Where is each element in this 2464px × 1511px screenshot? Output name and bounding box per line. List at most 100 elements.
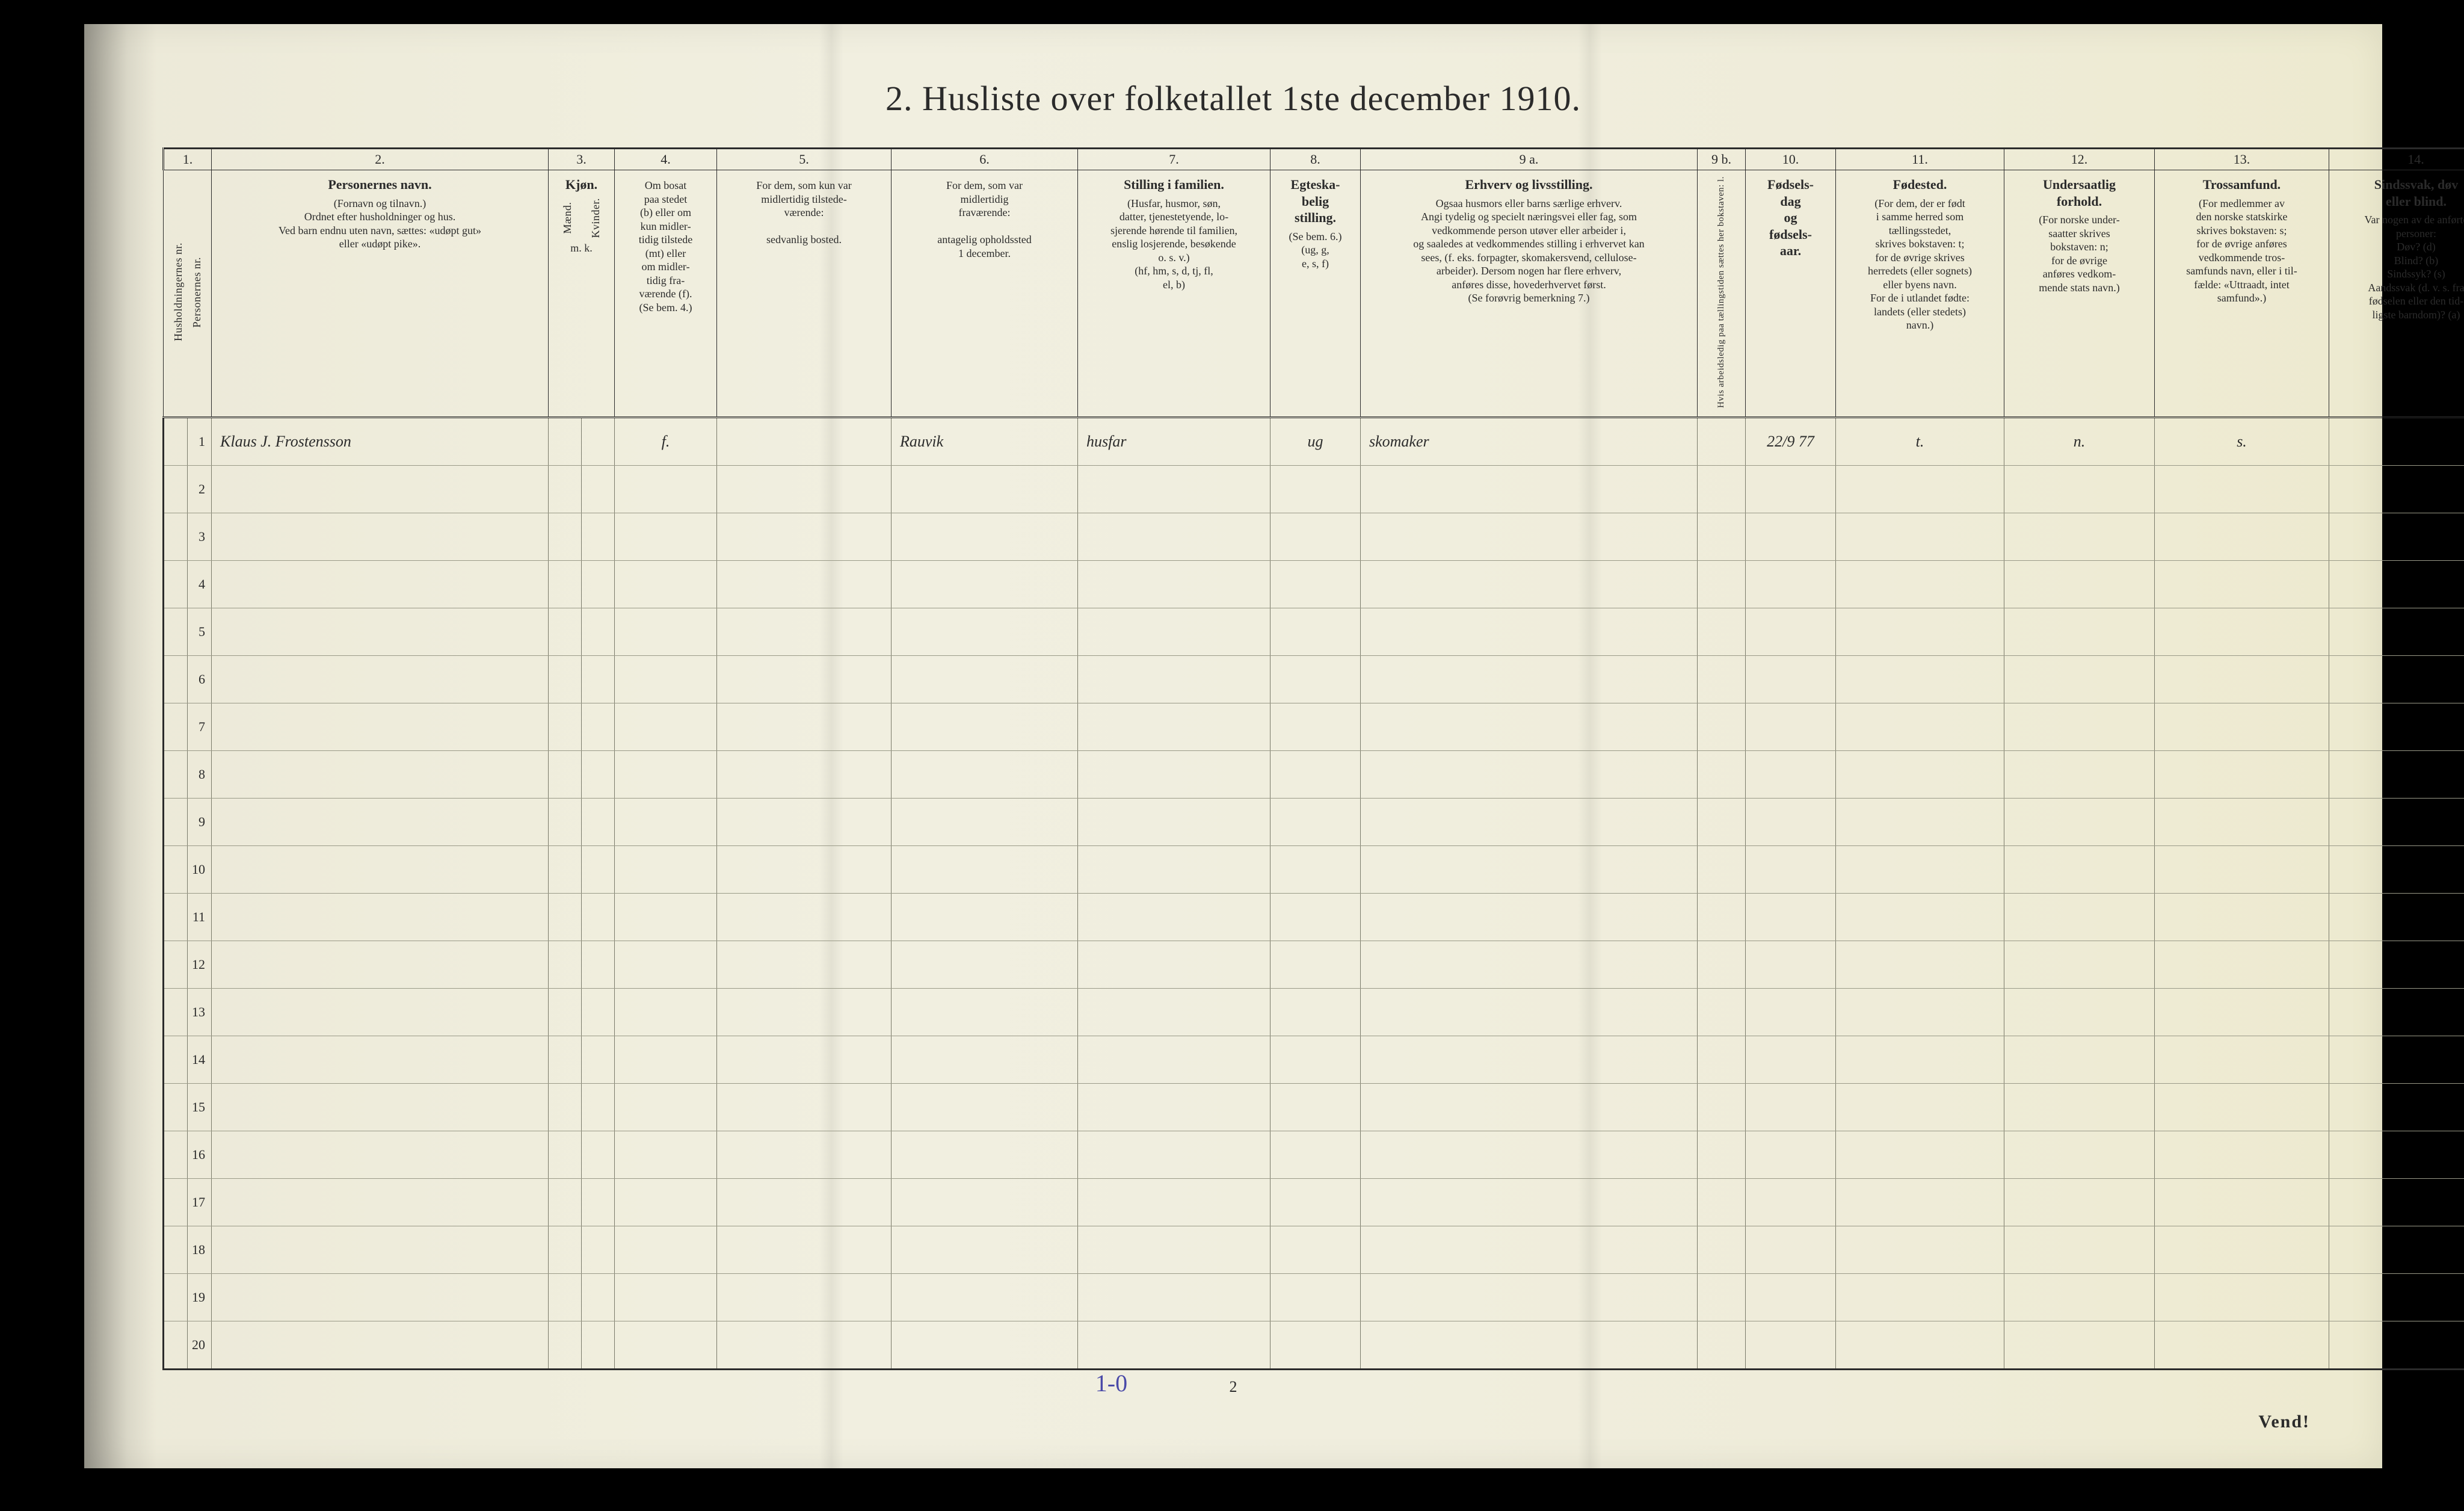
fravaerende-cell <box>892 1036 1078 1083</box>
fravaerende-cell <box>892 1083 1078 1131</box>
kjon-k-cell <box>582 655 615 703</box>
sindssvak-cell <box>2329 988 2464 1036</box>
arbeidsledig-cell <box>1698 893 1746 941</box>
erhverv-cell <box>1361 1083 1698 1131</box>
egteskab-cell <box>1270 1178 1361 1226</box>
table-row: 12 <box>164 941 2464 988</box>
fravaerende-cell <box>892 1273 1078 1321</box>
person-nr-cell: 16 <box>188 1131 212 1178</box>
kjon-k-cell <box>582 608 615 655</box>
person-nr-cell: 1 <box>188 417 212 465</box>
egteskab-cell <box>1270 1273 1361 1321</box>
column-number: 10. <box>1746 149 1836 170</box>
undersaat-cell <box>2004 1131 2155 1178</box>
bosat-cell <box>615 1131 717 1178</box>
erhverv-cell <box>1361 1036 1698 1083</box>
egteskab-cell <box>1270 750 1361 798</box>
fodested-cell <box>1836 893 2004 941</box>
fodselsdato-cell <box>1746 988 1836 1036</box>
undersaat-cell <box>2004 1083 2155 1131</box>
kjon-m-cell <box>549 1036 582 1083</box>
fravaerende-cell <box>892 988 1078 1036</box>
erhverv-cell <box>1361 655 1698 703</box>
page-wrap: 2. Husliste over folketallet 1ste decemb… <box>0 0 2464 1511</box>
egteskab-cell <box>1270 1321 1361 1369</box>
sindssvak-cell <box>2329 513 2464 560</box>
stilling-familie-cell <box>1078 750 1270 798</box>
midl-tilstede-cell <box>717 988 892 1036</box>
person-nr-cell: 5 <box>188 608 212 655</box>
column-header: For dem, som var midlertidig fraværende:… <box>892 170 1078 418</box>
name-cell: Klaus J. Frostensson <box>212 417 549 465</box>
erhverv-cell <box>1361 1273 1698 1321</box>
binding-shadow <box>84 24 156 1468</box>
column-header: Stilling i familien.(Husfar, husmor, søn… <box>1078 170 1270 418</box>
kjon-k-cell <box>582 1036 615 1083</box>
arbeidsledig-cell <box>1698 417 1746 465</box>
kjon-k-cell <box>582 1273 615 1321</box>
household-nr-cell <box>164 941 188 988</box>
egteskab-cell <box>1270 988 1361 1036</box>
bosat-cell <box>615 750 717 798</box>
kjon-m-cell <box>549 703 582 750</box>
bosat-cell <box>615 988 717 1036</box>
fodested-cell: t. <box>1836 417 2004 465</box>
kjon-m-cell <box>549 798 582 845</box>
table-row: 8 <box>164 750 2464 798</box>
arbeidsledig-cell <box>1698 988 1746 1036</box>
fodested-cell <box>1836 1083 2004 1131</box>
name-cell <box>212 1131 549 1178</box>
stilling-familie-cell <box>1078 703 1270 750</box>
fodested-cell <box>1836 465 2004 513</box>
fravaerende-cell <box>892 513 1078 560</box>
fodested-cell <box>1836 560 2004 608</box>
midl-tilstede-cell <box>717 750 892 798</box>
census-table-container: 1.2.3.4.5.6.7.8.9 a.9 b.10.11.12.13.14. … <box>162 147 2346 1372</box>
person-nr-cell: 20 <box>188 1321 212 1369</box>
midl-tilstede-cell <box>717 1083 892 1131</box>
trossamfund-cell <box>2155 1083 2329 1131</box>
bosat-cell <box>615 1036 717 1083</box>
egteskab-cell <box>1270 941 1361 988</box>
kjon-m-cell <box>549 513 582 560</box>
name-cell <box>212 1321 549 1369</box>
erhverv-cell <box>1361 1226 1698 1273</box>
fravaerende-cell <box>892 1321 1078 1369</box>
name-cell <box>212 1226 549 1273</box>
sindssvak-cell <box>2329 417 2464 465</box>
undersaat-cell <box>2004 988 2155 1036</box>
fravaerende-cell <box>892 655 1078 703</box>
egteskab-cell <box>1270 1036 1361 1083</box>
sindssvak-cell <box>2329 1131 2464 1178</box>
undersaat-cell <box>2004 465 2155 513</box>
kjon-k-cell <box>582 988 615 1036</box>
table-row: 16 <box>164 1131 2464 1178</box>
table-row: 4 <box>164 560 2464 608</box>
midl-tilstede-cell <box>717 560 892 608</box>
fravaerende-cell <box>892 608 1078 655</box>
arbeidsledig-cell <box>1698 1036 1746 1083</box>
column-number: 11. <box>1836 149 2004 170</box>
undersaat-cell <box>2004 893 2155 941</box>
name-cell <box>212 655 549 703</box>
sindssvak-cell <box>2329 1321 2464 1369</box>
fravaerende-cell <box>892 893 1078 941</box>
midl-tilstede-cell <box>717 893 892 941</box>
name-cell <box>212 988 549 1036</box>
fodselsdato-cell <box>1746 655 1836 703</box>
fodested-cell <box>1836 1178 2004 1226</box>
midl-tilstede-cell <box>717 513 892 560</box>
egteskab-cell <box>1270 703 1361 750</box>
stilling-familie-cell <box>1078 893 1270 941</box>
erhverv-cell <box>1361 1131 1698 1178</box>
fodselsdato-cell <box>1746 513 1836 560</box>
fodested-cell <box>1836 655 2004 703</box>
erhverv-cell <box>1361 1321 1698 1369</box>
kjon-k-cell <box>582 941 615 988</box>
kjon-m-cell <box>549 608 582 655</box>
name-cell <box>212 465 549 513</box>
kjon-k-cell <box>582 703 615 750</box>
person-nr-cell: 8 <box>188 750 212 798</box>
kjon-m-cell <box>549 1178 582 1226</box>
sindssvak-cell <box>2329 1273 2464 1321</box>
